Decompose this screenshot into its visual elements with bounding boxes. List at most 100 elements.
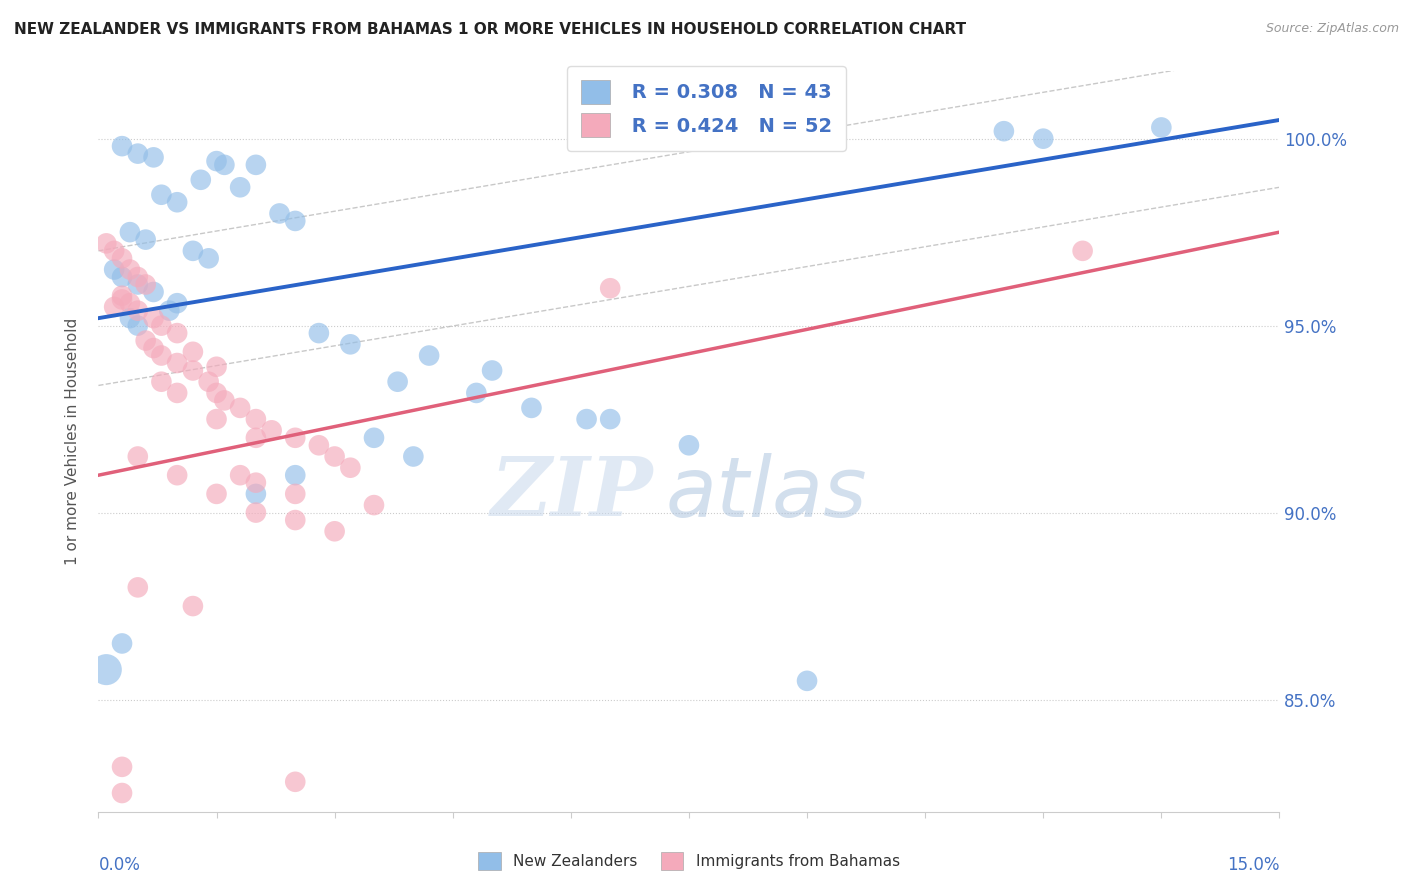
Point [284, 468, 307, 483]
Point [150, 349, 173, 363]
Point [323, 524, 346, 539]
Point [205, 412, 228, 426]
Point [197, 375, 219, 389]
Point [245, 412, 267, 426]
Point [599, 412, 621, 426]
Legend: New Zealanders, Immigrants from Bahamas: New Zealanders, Immigrants from Bahamas [471, 844, 907, 878]
Point [118, 296, 141, 310]
Point [150, 187, 173, 202]
Point [96, 663, 118, 677]
Point [166, 195, 188, 210]
Point [308, 326, 330, 340]
Text: 0.0%: 0.0% [98, 856, 141, 874]
Point [127, 270, 149, 285]
Point [111, 270, 134, 285]
Point [229, 468, 252, 483]
Point [678, 438, 700, 452]
Point [1032, 131, 1054, 145]
Point [214, 158, 236, 172]
Point [308, 438, 330, 452]
Point [150, 318, 173, 333]
Point [103, 244, 125, 258]
Point [103, 262, 125, 277]
Point [135, 233, 157, 247]
Point [214, 393, 236, 408]
Point [229, 180, 252, 194]
Point [260, 423, 283, 437]
Point [284, 214, 307, 228]
Point [190, 173, 212, 187]
Point [127, 277, 149, 292]
Point [363, 498, 385, 512]
Point [166, 468, 188, 483]
Point [96, 236, 118, 251]
Point [284, 431, 307, 445]
Point [111, 636, 134, 650]
Point [599, 281, 621, 295]
Point [402, 450, 425, 464]
Point [118, 225, 141, 239]
Point [181, 344, 204, 359]
Point [127, 303, 149, 318]
Point [1071, 244, 1094, 258]
Point [205, 487, 228, 501]
Point [205, 154, 228, 169]
Point [111, 760, 134, 774]
Point [796, 673, 818, 688]
Point [181, 363, 204, 377]
Point [135, 334, 157, 348]
Point [481, 363, 503, 377]
Point [520, 401, 543, 415]
Point [127, 450, 149, 464]
Point [166, 326, 188, 340]
Point [166, 296, 188, 310]
Point [323, 450, 346, 464]
Point [229, 401, 252, 415]
Point [118, 311, 141, 326]
Point [166, 386, 188, 401]
Point [245, 431, 267, 445]
Point [166, 356, 188, 370]
Point [284, 513, 307, 527]
Point [465, 386, 488, 401]
Point [284, 774, 307, 789]
Point [197, 252, 219, 266]
Point [111, 289, 134, 303]
Point [575, 412, 598, 426]
Point [339, 460, 361, 475]
Point [993, 124, 1015, 138]
Point [111, 293, 134, 307]
Point [111, 786, 134, 800]
Text: NEW ZEALANDER VS IMMIGRANTS FROM BAHAMAS 1 OR MORE VEHICLES IN HOUSEHOLD CORRELA: NEW ZEALANDER VS IMMIGRANTS FROM BAHAMAS… [14, 22, 966, 37]
Point [205, 359, 228, 374]
Point [245, 158, 267, 172]
Point [245, 506, 267, 520]
Point [245, 487, 267, 501]
Point [142, 150, 165, 164]
Point [127, 318, 149, 333]
Point [418, 349, 440, 363]
Point [181, 599, 204, 613]
Point [118, 262, 141, 277]
Point [127, 146, 149, 161]
Text: 15.0%: 15.0% [1227, 856, 1279, 874]
Text: ZIP: ZIP [491, 453, 654, 533]
Point [387, 375, 409, 389]
Point [103, 300, 125, 314]
Point [1150, 120, 1173, 135]
Point [111, 252, 134, 266]
Point [142, 285, 165, 299]
Text: atlas: atlas [665, 453, 868, 534]
Point [142, 311, 165, 326]
Point [205, 386, 228, 401]
Point [181, 244, 204, 258]
Point [111, 139, 134, 153]
Point [284, 487, 307, 501]
Point [150, 375, 173, 389]
Y-axis label: 1 or more Vehicles in Household: 1 or more Vehicles in Household [65, 318, 80, 566]
Point [363, 431, 385, 445]
Text: Source: ZipAtlas.com: Source: ZipAtlas.com [1265, 22, 1399, 36]
Point [339, 337, 361, 351]
Point [135, 277, 157, 292]
Point [127, 580, 149, 594]
